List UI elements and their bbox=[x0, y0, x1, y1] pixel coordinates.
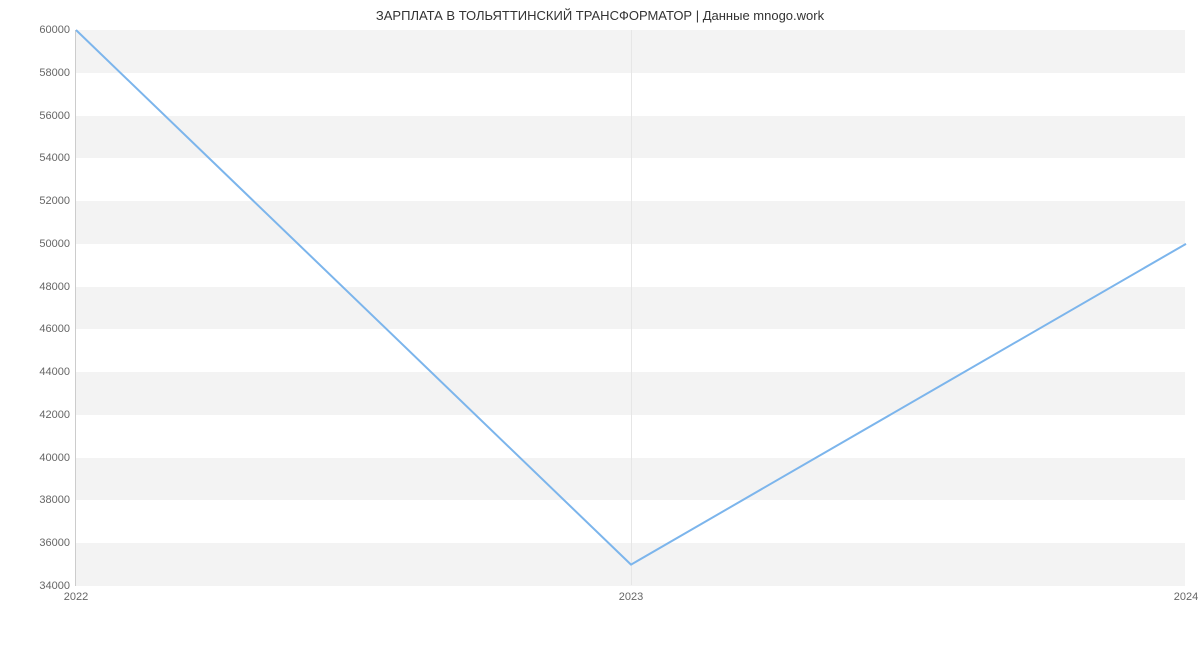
y-tick-label: 40000 bbox=[39, 452, 76, 464]
y-tick-label: 44000 bbox=[39, 366, 76, 378]
data-line bbox=[76, 30, 1186, 586]
y-tick-label: 50000 bbox=[39, 238, 76, 250]
y-tick-label: 60000 bbox=[39, 24, 76, 36]
y-tick-label: 56000 bbox=[39, 110, 76, 122]
y-tick-label: 52000 bbox=[39, 195, 76, 207]
y-tick-label: 54000 bbox=[39, 152, 76, 164]
y-tick-label: 38000 bbox=[39, 494, 76, 506]
series-line bbox=[76, 30, 1186, 565]
x-tick-label: 2022 bbox=[64, 585, 88, 603]
chart-container: ЗАРПЛАТА В ТОЛЬЯТТИНСКИЙ ТРАНСФОРМАТОР |… bbox=[0, 0, 1200, 650]
y-tick-label: 58000 bbox=[39, 67, 76, 79]
y-tick-label: 48000 bbox=[39, 281, 76, 293]
x-tick-label: 2023 bbox=[619, 585, 643, 603]
y-tick-label: 46000 bbox=[39, 323, 76, 335]
plot-area: 3400036000380004000042000440004600048000… bbox=[75, 30, 1185, 586]
y-tick-label: 42000 bbox=[39, 409, 76, 421]
x-tick-label: 2024 bbox=[1174, 585, 1198, 603]
y-tick-label: 36000 bbox=[39, 537, 76, 549]
chart-title: ЗАРПЛАТА В ТОЛЬЯТТИНСКИЙ ТРАНСФОРМАТОР |… bbox=[0, 8, 1200, 23]
